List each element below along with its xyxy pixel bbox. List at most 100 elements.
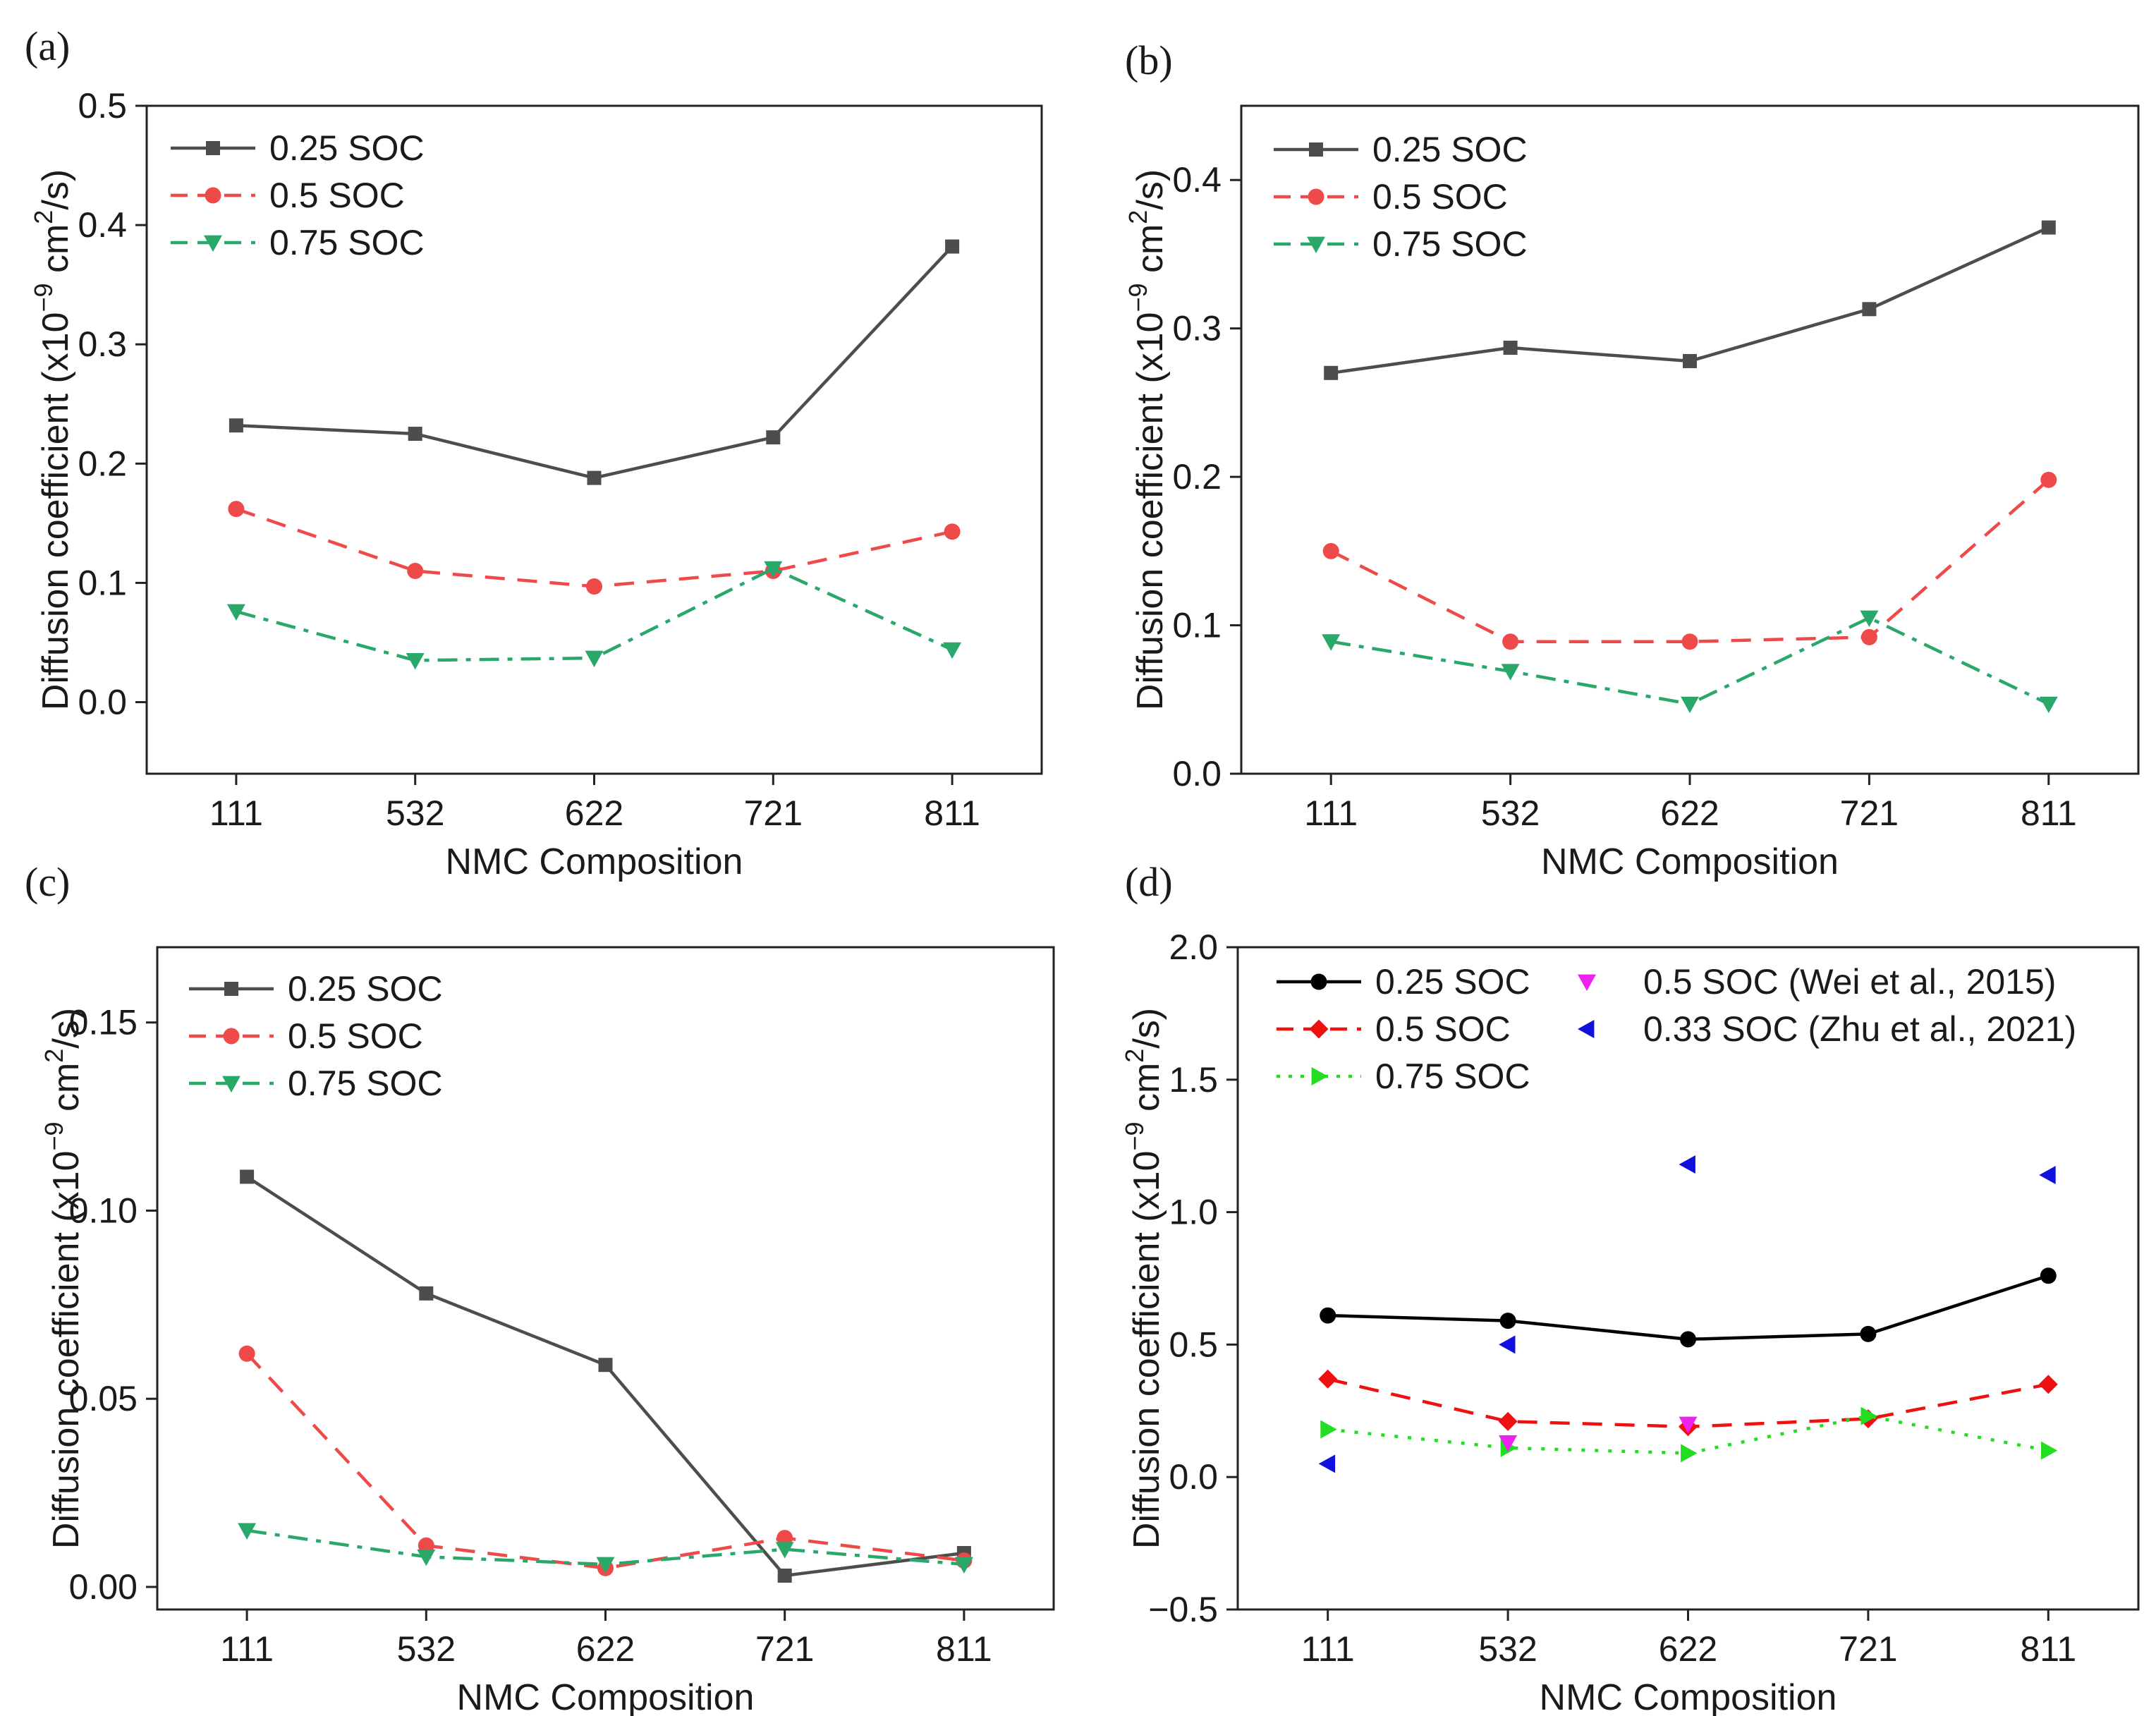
legend-marker [204,235,222,252]
x-tick-label: 811 [2021,793,2077,833]
series-0-75-soc [238,1523,973,1574]
data-point [954,1557,973,1574]
y-tick-label: 0.05 [69,1379,138,1418]
legend-label: 0.75 SOC [269,223,425,262]
data-point [1501,664,1520,681]
y-axis-label-part: Diffusion coefficient (x10 [35,312,76,710]
x-axis-label: NMC Composition [446,841,743,882]
chart-panel-4: (d) 111 532 622 721 811 −0.5 0.0 0.5 1.0 1.5 2.0 NMC… [1120,859,2140,1716]
data-point [2040,471,2057,488]
data-point [2041,220,2056,235]
y-axis-label-superscript: 2 [1120,1049,1149,1063]
legend-marker [1310,973,1327,990]
legend-label: 0.25 SOC [1375,962,1530,1002]
y-tick-label: 0.4 [1172,160,1222,200]
y-tick-label: 0.0 [1172,754,1222,793]
legend-item: 0.5 SOC [1277,1009,1511,1049]
x-tick-label: 622 [1659,1629,1717,1669]
y-tick-label: 0.15 [69,1003,138,1042]
data-point [1860,628,1877,645]
series-0-5-soc-wei-et-al-2015- [1499,1416,1698,1452]
data-point [1318,1369,1338,1389]
x-tick-label: 721 [1839,1629,1897,1669]
x-tick-label: 721 [755,1629,814,1669]
y-axis-label-superscript: −9 [29,283,58,312]
data-point [1499,1313,1516,1329]
series-line [1330,478,2050,643]
data-point [1860,610,1879,628]
y-axis-label-superscript: −9 [1120,1121,1149,1150]
y-axis-label-part: Diffusion coefficient (x10 [1130,312,1171,710]
legend-label: 0.5 SOC [1375,1009,1511,1049]
data-point [1320,1307,1336,1324]
data-point [228,501,245,518]
data-point [229,418,243,433]
y-tick-label: 0.3 [78,324,127,364]
legend-marker [1578,974,1596,991]
series-0-75-soc [226,561,962,670]
y-axis-label: Diffusion coefficient (x10−9 cm2/s) [39,1008,87,1549]
y-axis-label-part: Diffusion coefficient (x10 [1126,1150,1167,1549]
y-axis-label-part: Diffusion coefficient (x10 [46,1150,87,1549]
y-tick-label: 0.5 [78,86,127,126]
legend-label: 0.75 SOC [1375,1057,1530,1096]
x-tick-label: 811 [936,1629,992,1669]
x-tick-label: 721 [1840,793,1899,833]
chart-panel-3: (c) 111 532 622 721 811 0.00 0.05 0.10 0.15 NMC Co… [25,859,1055,1716]
legend-marker [1307,236,1325,253]
data-point [1679,1416,1698,1434]
data-point [1322,634,1341,651]
data-point [777,1568,792,1583]
y-tick-label: 0.00 [69,1567,138,1607]
data-point [226,604,245,621]
y-tick-label: 0.1 [78,563,127,602]
data-point [587,470,602,485]
y-axis-label-part: cm [46,1063,87,1122]
legend-item: 0.25 SOC [1277,962,1530,1002]
data-point [1860,1406,1877,1425]
legend: 0.25 SOC 0.5 SOC 0.75 SOC 0.5 SOC (Wei et a… [1277,962,2076,1096]
data-point [775,1542,794,1559]
y-axis-label-superscript: 2 [29,210,58,224]
y-tick-label: 0.2 [1172,457,1222,497]
chart-panel-2: (b) 111 532 622 721 811 0.0 0.1 0.2 0.3 0.4 NMC Com… [1123,37,2140,882]
legend-item: 0.5 SOC [1274,177,1508,217]
data-point [1498,1411,1518,1431]
x-axis-label: NMC Composition [1541,841,1839,882]
data-point [1503,341,1518,355]
y-tick-label: 0.2 [78,444,127,483]
data-point [944,523,961,540]
legend-marker [205,187,221,204]
data-point [585,650,604,667]
x-tick-label: 811 [2020,1629,2076,1669]
legend-label: 0.75 SOC [288,1064,443,1103]
data-point [2038,1375,2058,1394]
y-tick-label: 0.5 [1169,1325,1218,1364]
x-tick-label: 721 [744,793,803,833]
y-axis-label-part: /s) [35,169,76,210]
data-point [1502,633,1519,650]
data-point [598,1358,613,1373]
series-line [236,507,953,588]
data-point [407,563,424,580]
y-axis-label-superscript: −9 [39,1121,68,1150]
y-tick-label: 0.0 [78,683,127,722]
x-tick-label: 622 [576,1629,635,1669]
legend-label: 0.5 SOC (Wei et al., 2015) [1643,962,2056,1002]
series-0-25-soc [1320,1267,2057,1348]
series-line [246,1528,965,1566]
data-point [2040,1267,2057,1284]
legend-label: 0.25 SOC [1372,130,1528,169]
data-point [238,1523,257,1540]
data-point [943,642,962,659]
legend-label: 0.75 SOC [1372,224,1528,264]
x-tick-label: 532 [397,1629,456,1669]
series-line [1327,1414,2049,1455]
x-tick-label: 622 [1660,793,1719,833]
legend-label: 0.5 SOC [1372,177,1508,217]
data-point [2040,1441,2058,1460]
legend-label: 0.25 SOC [269,128,425,168]
y-tick-label: 0.3 [1172,309,1222,348]
data-point [1679,1155,1695,1174]
